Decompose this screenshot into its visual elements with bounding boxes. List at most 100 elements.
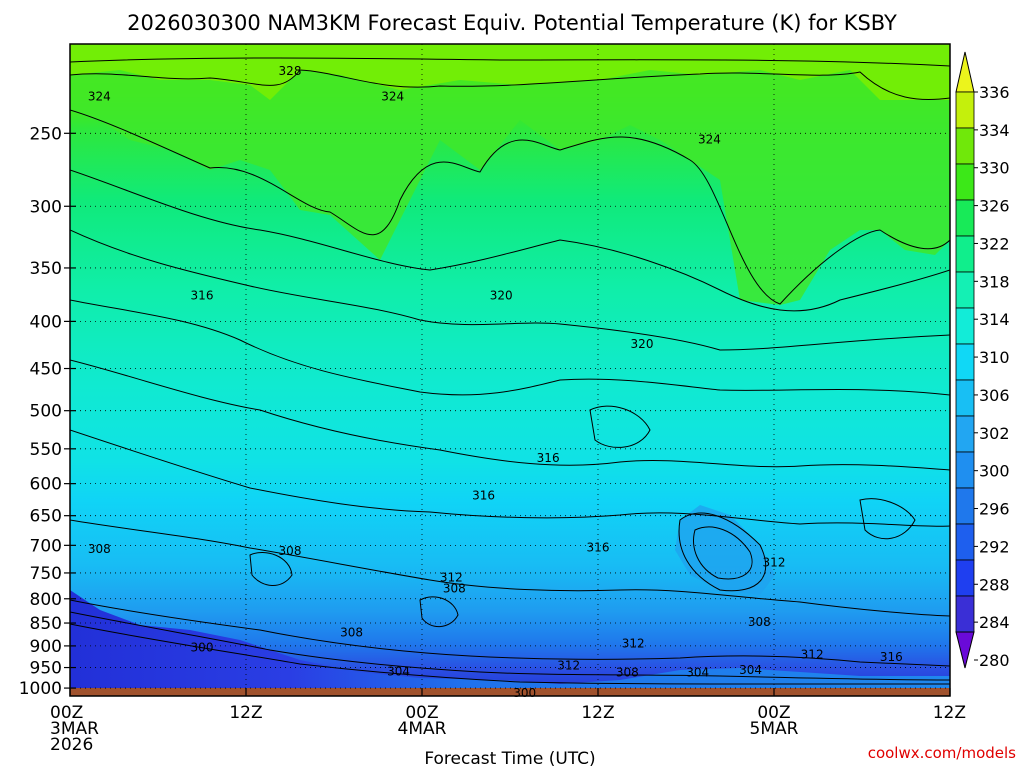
contour-label: 304 xyxy=(686,666,709,680)
credit-text: coolwx.com/models xyxy=(868,744,1016,762)
colorbar-label: 284 xyxy=(979,613,1010,632)
y-tick-label: 350 xyxy=(30,259,62,279)
contour-label: 312 xyxy=(440,571,463,585)
contour-label: 316 xyxy=(537,451,560,465)
colorbar-swatch xyxy=(955,559,975,597)
colorbar-swatch xyxy=(955,235,975,273)
chart-title: 2026030300 NAM3KM Forecast Equiv. Potent… xyxy=(127,11,897,35)
colorbar-top-arrow xyxy=(955,51,975,93)
y-tick-label: 600 xyxy=(30,475,62,495)
y-tick-label: 800 xyxy=(30,590,62,610)
colorbar-swatch xyxy=(955,163,975,201)
x-tick-label: 2026 xyxy=(50,735,93,755)
contour-label: 320 xyxy=(631,337,654,351)
contour-label: 312 xyxy=(801,648,824,662)
y-tick-label: 550 xyxy=(30,440,62,460)
y-axis-ticks: 250 300 350 400 450 500 550 600 650 700 750 800 850 9… xyxy=(19,124,76,699)
colorbar-swatch xyxy=(955,127,975,165)
colorbar-swatch xyxy=(955,343,975,381)
contour-label: 300 xyxy=(191,641,214,655)
colorbar-label: 334 xyxy=(979,121,1010,140)
contour-label: 304 xyxy=(387,665,410,679)
contour-label: 308 xyxy=(616,666,639,680)
x-tick-label: 12Z xyxy=(229,703,262,723)
colorbar-label: 296 xyxy=(979,500,1010,519)
colorbar-label: 314 xyxy=(979,310,1010,329)
colorbar-label: 326 xyxy=(979,197,1010,216)
contour-lines xyxy=(70,57,950,685)
colorbar-label: 280 xyxy=(979,651,1010,670)
y-tick-label: 450 xyxy=(30,360,62,380)
x-tick-label: 00Z xyxy=(757,703,790,723)
colorbar-label: 288 xyxy=(979,575,1010,594)
contour-label: 320 xyxy=(490,289,513,303)
colorbar-swatch xyxy=(955,91,975,129)
colorbar-bottom-arrow xyxy=(955,631,975,669)
contour-label: 328 xyxy=(279,64,302,78)
contour-label: 324 xyxy=(381,89,404,103)
y-tick-label: 900 xyxy=(30,637,62,657)
contour-label: 308 xyxy=(748,615,771,629)
upper-green-band xyxy=(70,44,950,305)
contour-label: 324 xyxy=(698,133,721,147)
plot-field xyxy=(70,44,950,696)
colorbar-swatch xyxy=(955,451,975,489)
colorbar-label: 318 xyxy=(979,272,1010,291)
colorbar-label: 310 xyxy=(979,348,1010,367)
plot-frame xyxy=(69,43,951,697)
midlevel-blue-patch xyxy=(675,505,775,595)
y-tick-label: 1000 xyxy=(19,679,62,699)
colorbar-swatch xyxy=(955,199,975,237)
contour-label: 312 xyxy=(622,637,645,651)
contour-label: 316 xyxy=(472,488,495,502)
y-tick-label: 250 xyxy=(30,124,62,144)
contour-label: 308 xyxy=(279,544,302,558)
y-tick-label: 650 xyxy=(30,507,62,527)
contour-label: 324 xyxy=(88,89,111,103)
colorbar-label: 300 xyxy=(979,462,1010,481)
x-tick-label: 4MAR xyxy=(398,719,447,739)
ground-strip xyxy=(70,688,950,696)
colorbar-label: 336 xyxy=(979,83,1010,102)
contour-label: 316 xyxy=(191,289,214,303)
colorbar-swatch xyxy=(955,307,975,345)
y-tick-label: 700 xyxy=(30,536,62,556)
colorbar-label: 306 xyxy=(979,386,1010,405)
colorbar-swatch xyxy=(955,271,975,309)
colorbar-swatch xyxy=(955,415,975,453)
contour-label: 316 xyxy=(587,541,610,555)
y-tick-label: 500 xyxy=(30,402,62,422)
y-tick-label: 750 xyxy=(30,564,62,584)
lower-blue-band xyxy=(70,590,950,696)
x-tick-label: 5MAR xyxy=(750,719,799,739)
x-axis-title: Forecast Time (UTC) xyxy=(424,749,595,768)
pressure-gridlines xyxy=(70,132,950,689)
x-tick-label: 12Z xyxy=(581,703,614,723)
x-tick-label: 00Z xyxy=(405,703,438,723)
colorbar-label: 322 xyxy=(979,234,1010,253)
colorbar: 280 284 288 292 296 300 302 306 310 314 318 322 326 3… xyxy=(955,51,1010,670)
x-tick-label: 3MAR xyxy=(50,719,99,739)
colorbar-swatch xyxy=(955,487,975,525)
y-tick-label: 300 xyxy=(30,197,62,217)
colorbar-swatch xyxy=(955,379,975,417)
contour-label: 304 xyxy=(739,663,762,677)
y-tick-label: 950 xyxy=(30,659,62,679)
y-tick-label: 850 xyxy=(30,614,62,634)
x-tick-label: 00Z xyxy=(50,703,83,723)
colorbar-label: 302 xyxy=(979,424,1010,443)
colorbar-label: 292 xyxy=(979,537,1010,556)
contour-label: 312 xyxy=(557,658,580,672)
contour-label: 300 xyxy=(513,686,536,700)
x-tick-label: 12Z xyxy=(933,703,966,723)
contour-label: 308 xyxy=(443,582,466,596)
colorbar-swatch xyxy=(955,523,975,561)
colorbar-swatch xyxy=(955,595,975,633)
contour-label: 316 xyxy=(880,650,903,664)
colorbar-label: 330 xyxy=(979,159,1010,178)
contour-label: 308 xyxy=(340,625,363,639)
contour-label: 308 xyxy=(88,542,111,556)
